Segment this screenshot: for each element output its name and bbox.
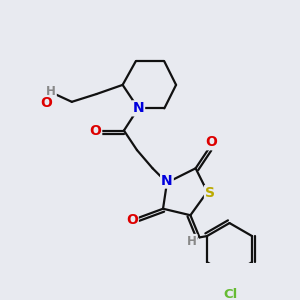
Text: Cl: Cl (224, 288, 238, 300)
Text: S: S (205, 186, 215, 200)
Text: H: H (46, 85, 56, 98)
Text: O: O (205, 135, 217, 149)
Text: H: H (187, 235, 196, 248)
Text: O: O (126, 214, 138, 227)
Text: N: N (133, 101, 144, 116)
Text: N: N (161, 174, 173, 188)
Text: O: O (40, 96, 52, 110)
Text: O: O (89, 124, 101, 137)
